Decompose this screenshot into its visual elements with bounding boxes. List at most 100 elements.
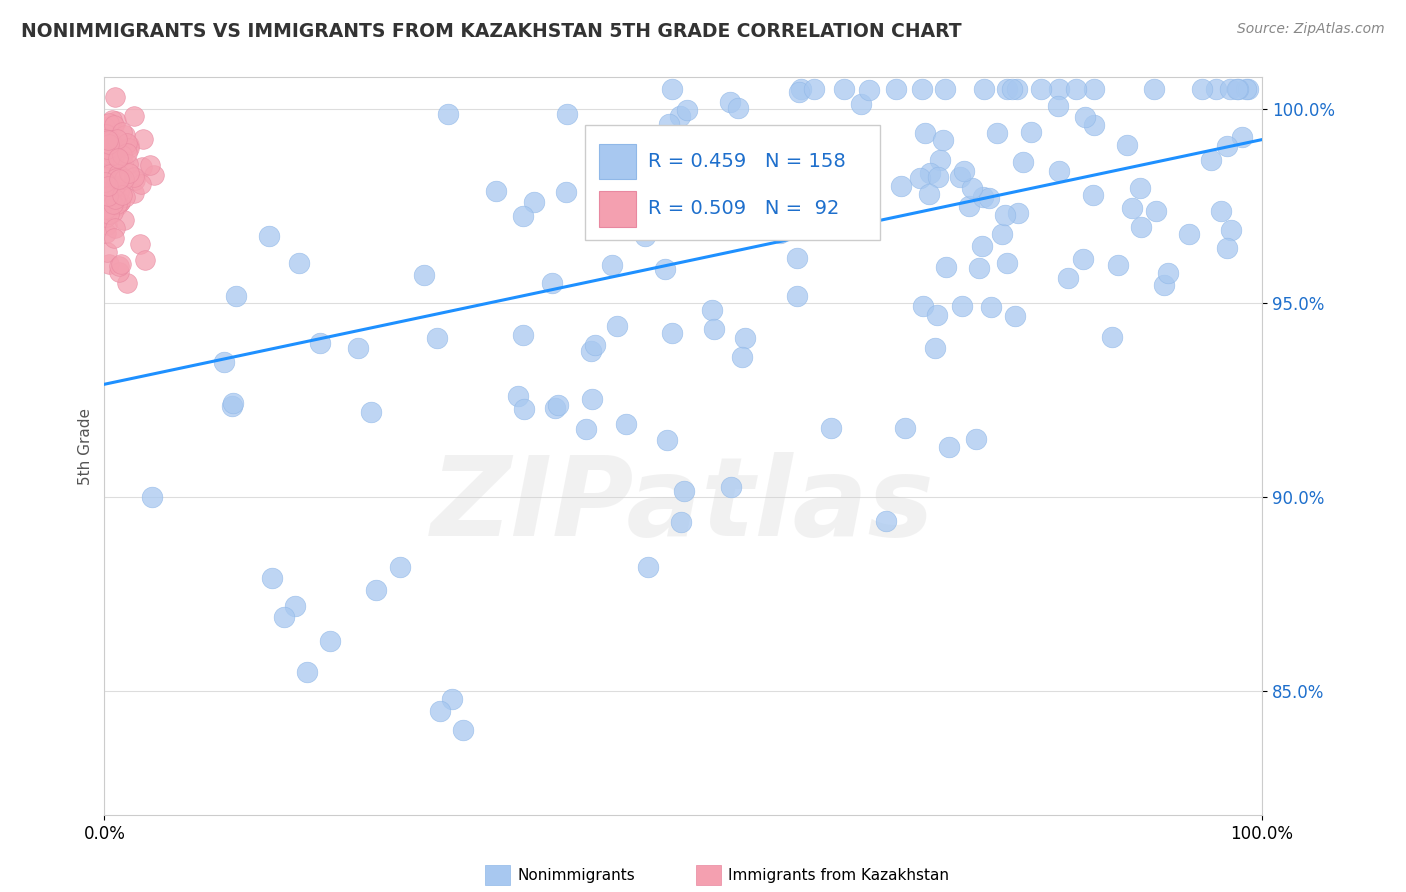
Point — [103, 230, 125, 244]
Point — [1001, 82, 1024, 96]
Point — [107, 167, 129, 181]
Point — [97, 195, 120, 210]
Point — [112, 155, 135, 169]
Point — [1021, 125, 1043, 139]
Point — [627, 173, 650, 187]
Point — [105, 167, 128, 181]
Point — [1237, 82, 1260, 96]
Point — [769, 227, 792, 241]
Point — [259, 229, 281, 244]
Point — [718, 95, 741, 109]
Point — [98, 167, 121, 181]
Point — [366, 583, 388, 598]
Point — [94, 175, 117, 189]
Point — [111, 125, 134, 139]
Point — [702, 302, 724, 317]
Point — [676, 103, 699, 117]
Point — [995, 82, 1018, 96]
Point — [124, 173, 146, 187]
Point — [100, 143, 122, 157]
Point — [1211, 204, 1233, 219]
Point — [103, 148, 125, 162]
Bar — [599, 191, 636, 227]
Point — [105, 197, 128, 211]
Point — [890, 179, 912, 194]
Point — [98, 257, 121, 271]
Text: Nonimmigrants: Nonimmigrants — [517, 868, 636, 882]
Point — [994, 208, 1017, 222]
Point — [924, 342, 946, 356]
Text: R = 0.509   N =  92: R = 0.509 N = 92 — [648, 199, 839, 219]
Point — [1178, 227, 1201, 241]
Point — [1004, 309, 1026, 323]
Point — [101, 136, 124, 150]
Point — [98, 136, 121, 151]
Point — [108, 152, 131, 166]
Point — [100, 133, 122, 147]
Point — [273, 610, 295, 624]
Point — [953, 164, 976, 178]
Point — [803, 82, 825, 96]
Point — [1012, 154, 1035, 169]
Point — [114, 128, 136, 142]
Point — [995, 256, 1018, 270]
Point — [1153, 277, 1175, 292]
Point — [111, 148, 134, 162]
Point — [600, 258, 623, 272]
Point — [950, 299, 973, 313]
Point — [523, 195, 546, 210]
Text: Immigrants from Kazakhstan: Immigrants from Kazakhstan — [728, 868, 949, 882]
Point — [1081, 188, 1104, 202]
Point — [129, 237, 152, 252]
Point — [1225, 82, 1247, 96]
Point — [918, 186, 941, 201]
Point — [583, 338, 606, 352]
Point — [702, 322, 724, 336]
Point — [1074, 111, 1097, 125]
Point — [110, 195, 132, 210]
Point — [661, 82, 683, 96]
Point — [655, 195, 678, 210]
Point — [97, 188, 120, 202]
FancyBboxPatch shape — [585, 126, 880, 240]
Point — [101, 204, 124, 219]
Point — [1191, 82, 1213, 96]
Point — [1215, 139, 1237, 153]
Point — [1130, 219, 1153, 234]
Point — [800, 131, 823, 145]
Point — [212, 355, 235, 369]
Bar — [599, 144, 636, 179]
Point — [104, 221, 127, 235]
Point — [1046, 99, 1069, 113]
Point — [581, 392, 603, 407]
Point — [606, 319, 628, 334]
Point — [437, 107, 460, 121]
Point — [1234, 82, 1257, 96]
Text: R = 0.459   N = 158: R = 0.459 N = 158 — [648, 152, 846, 171]
Point — [101, 112, 124, 127]
Point — [1121, 201, 1143, 215]
Point — [94, 132, 117, 146]
Point — [658, 117, 681, 131]
Point — [115, 136, 138, 150]
Point — [931, 133, 953, 147]
Point — [655, 434, 678, 448]
Point — [661, 326, 683, 341]
Point — [101, 163, 124, 178]
Point — [440, 691, 463, 706]
Point — [118, 137, 141, 152]
Point — [820, 421, 842, 435]
Point — [96, 211, 118, 225]
Point — [614, 417, 637, 431]
Point — [512, 209, 534, 223]
Point — [626, 190, 648, 204]
Point — [786, 289, 808, 303]
Point — [98, 176, 121, 190]
Point — [360, 405, 382, 419]
Point — [104, 149, 127, 163]
Y-axis label: 5th Grade: 5th Grade — [79, 408, 93, 485]
Point — [1143, 82, 1166, 96]
Point — [773, 172, 796, 186]
Point — [967, 260, 990, 275]
Point — [643, 206, 665, 220]
